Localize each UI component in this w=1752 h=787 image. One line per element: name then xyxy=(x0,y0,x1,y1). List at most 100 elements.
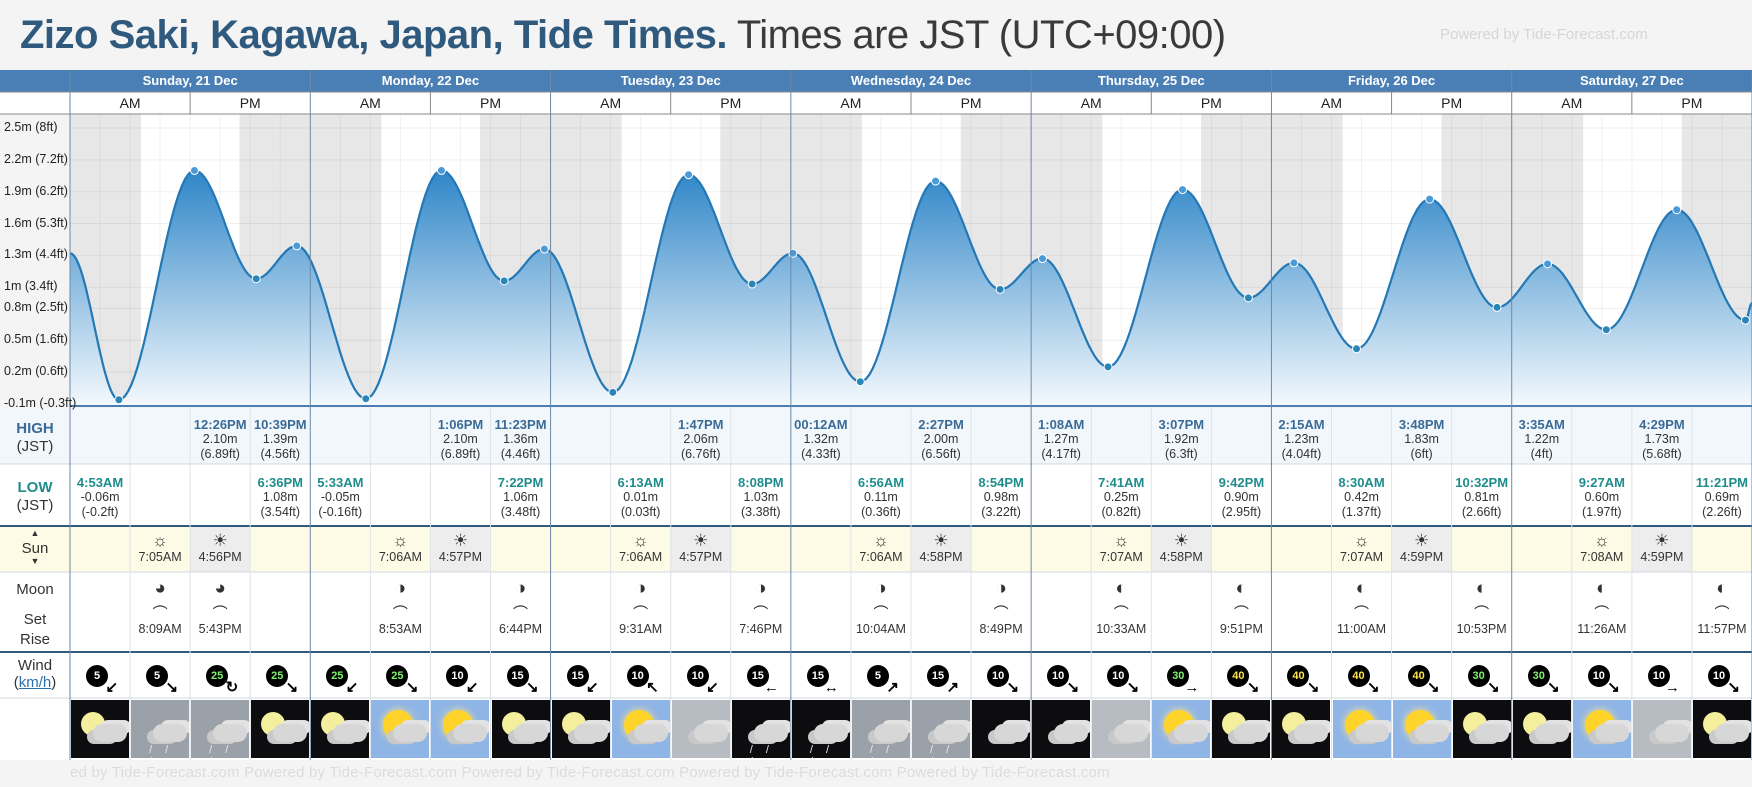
sunrise-entry: ☼ 7:06AM xyxy=(611,532,671,565)
tide-height-ft: (3.48ft) xyxy=(500,505,541,519)
wind-speed-badge: 15 ↘ xyxy=(506,665,539,695)
sunset-time: 4:59PM xyxy=(1400,550,1444,564)
tide-height-ft: (2.66ft) xyxy=(1461,505,1502,519)
wind-unit-link[interactable]: km/h xyxy=(18,674,52,691)
moon-phase-icon: ◐ xyxy=(1115,578,1127,599)
wind-speed-badge: 15 ↔ xyxy=(806,665,839,695)
low-tide-entry: 6:36PM 1.08m (3.54ft) xyxy=(234,475,326,520)
moon-set-time: 9:51PM xyxy=(1219,622,1263,636)
moon-cloud-icon xyxy=(1512,700,1571,758)
sunset-icon: ☀ xyxy=(1413,531,1430,550)
wind-direction-icon: ↙ xyxy=(586,679,599,696)
tide-height-ft: (0.82ft) xyxy=(1101,505,1142,519)
high-tide-point xyxy=(292,241,302,251)
moon-rise-time: 8:09AM xyxy=(138,622,182,636)
tide-height-ft: (0.03ft) xyxy=(620,505,661,519)
cloud-shape xyxy=(513,724,548,742)
tide-time: 10:39PM xyxy=(253,417,307,432)
moon-set-entry: ◐ ⌒ 10:53PM xyxy=(1452,578,1512,636)
low-tide-point xyxy=(1103,362,1113,372)
wind-speed-value: 25 xyxy=(211,670,224,682)
tide-time: 8:30AM xyxy=(1338,475,1385,490)
wind-speed-value: 15 xyxy=(511,670,524,682)
tide-height-ft: (0.36ft) xyxy=(861,505,901,519)
tide-time: 1:08AM xyxy=(1038,417,1085,432)
low-tide-entry: 7:41AM 0.25m (0.82ft) xyxy=(1075,475,1167,520)
low-tide-point xyxy=(1492,302,1502,312)
moon-cloud-icon xyxy=(71,700,130,758)
moon-set-time: 7:46PM xyxy=(739,622,783,636)
sunset-icon: ☀ xyxy=(693,531,709,550)
am-header: AM xyxy=(359,95,381,111)
sun-up-arrow: ▲ xyxy=(30,528,40,538)
tide-height-m: 0.98m xyxy=(983,490,1019,504)
cloud-shape xyxy=(1474,724,1509,742)
sun-cloud-icon xyxy=(1572,700,1631,758)
wind-speed-badge: 30 ↘ xyxy=(1467,665,1500,695)
moon-set-entry: ◑ ⌒ 7:46PM xyxy=(731,578,791,636)
wind-direction-icon: ↘ xyxy=(1487,679,1500,696)
moon-set-icon: ⌒ xyxy=(993,605,1009,622)
tide-time: 3:35AM xyxy=(1518,417,1565,432)
moon-set-icon: ⌒ xyxy=(513,605,529,622)
tide-time: 8:54PM xyxy=(978,475,1024,490)
sun-cloud-icon xyxy=(371,700,430,758)
day-header: Wednesday, 24 Dec xyxy=(850,73,972,88)
sunset-time: 4:58PM xyxy=(919,550,963,564)
moon-set-entry: ◕ ⌒ 5:43PM xyxy=(190,578,250,636)
wind-speed-badge: 10 ↘ xyxy=(1707,665,1740,695)
tide-chart xyxy=(0,70,1752,760)
moon-rise-icon: ⌒ xyxy=(633,605,649,622)
moon-rise-entry: ◑ ⌒ 9:31AM xyxy=(611,578,671,636)
moon-rise-entry: ◑ ⌒ 8:53AM xyxy=(370,578,430,636)
moon-rise-entry: ◐ ⌒ 11:26AM xyxy=(1572,578,1632,636)
moon-set-time: 8:49PM xyxy=(979,622,1023,636)
wind-speed-badge: 10 ↘ xyxy=(1047,665,1079,695)
sunrise-icon: ☼ xyxy=(1113,531,1130,550)
tide-time: 00:12AM xyxy=(794,417,848,432)
moon-set-entry: ◑ ⌒ 6:44PM xyxy=(491,578,551,636)
cloud-icon xyxy=(671,700,730,758)
wind-direction-icon: ↙ xyxy=(345,679,359,696)
sunrise-entry: ☼ 7:06AM xyxy=(370,532,430,565)
moon-cloud-icon xyxy=(1212,700,1271,758)
tide-height-ft: (3.54ft) xyxy=(260,505,301,519)
low-tide-entry: 5:33AM -0.05m (-0.16ft) xyxy=(294,475,386,520)
moon-set-icon: ⌒ xyxy=(753,605,769,622)
moon-rise-icon: ⌒ xyxy=(1113,605,1129,622)
tide-height-m: 0.42m xyxy=(1344,490,1379,504)
sunset-entry: ☀ 4:59PM xyxy=(1392,531,1452,565)
tide-height-m: 1.08m xyxy=(262,490,298,504)
cloud-shape xyxy=(994,724,1029,742)
moon-rise-entry: ◐ ⌒ 11:00AM xyxy=(1332,578,1392,636)
location-title: Zizo Saki, Kagawa, Japan, Tide Times. xyxy=(20,13,727,57)
sunrise-time: 7:06AM xyxy=(619,550,663,564)
wind-direction-icon: ↙ xyxy=(706,679,719,696)
wind-speed-badge: 10 ↘ xyxy=(1587,665,1620,695)
tide-height-ft: (6.76ft) xyxy=(680,447,721,461)
wind-speed-value: 15 xyxy=(931,670,945,682)
sunset-time: 4:56PM xyxy=(198,550,242,564)
moon-set-icon: ⌒ xyxy=(1233,605,1249,622)
moon-cloud-icon xyxy=(1452,700,1511,758)
low-row-bg xyxy=(0,464,1752,526)
tide-height-ft: (6.3ft) xyxy=(1164,447,1198,461)
high-tide-point xyxy=(189,165,199,175)
high-tide-point xyxy=(788,248,798,258)
cloud-shape xyxy=(1594,724,1629,742)
wind-direction-icon: ↔ xyxy=(823,679,839,696)
wind-direction-icon: → xyxy=(1184,679,1200,696)
moon-set-time: 10:53PM xyxy=(1456,622,1507,636)
low-tide-entry: 8:08PM 1.03m (3.38ft) xyxy=(715,475,807,520)
moon-rise-label: Rise xyxy=(19,631,50,648)
low-tide-point xyxy=(1740,315,1750,325)
low-row-label: LOW xyxy=(17,479,53,496)
wind-direction-icon: ↗ xyxy=(886,679,899,696)
wind-speed-badge: 5 ↙ xyxy=(86,665,118,695)
pm-header: PM xyxy=(1441,95,1463,111)
tide-time: 4:53AM xyxy=(76,475,124,490)
sunset-icon: ☀ xyxy=(1173,531,1189,550)
wind-speed-value: 25 xyxy=(331,670,344,682)
cloud-shape xyxy=(453,724,488,742)
low-tide-point xyxy=(114,395,124,405)
